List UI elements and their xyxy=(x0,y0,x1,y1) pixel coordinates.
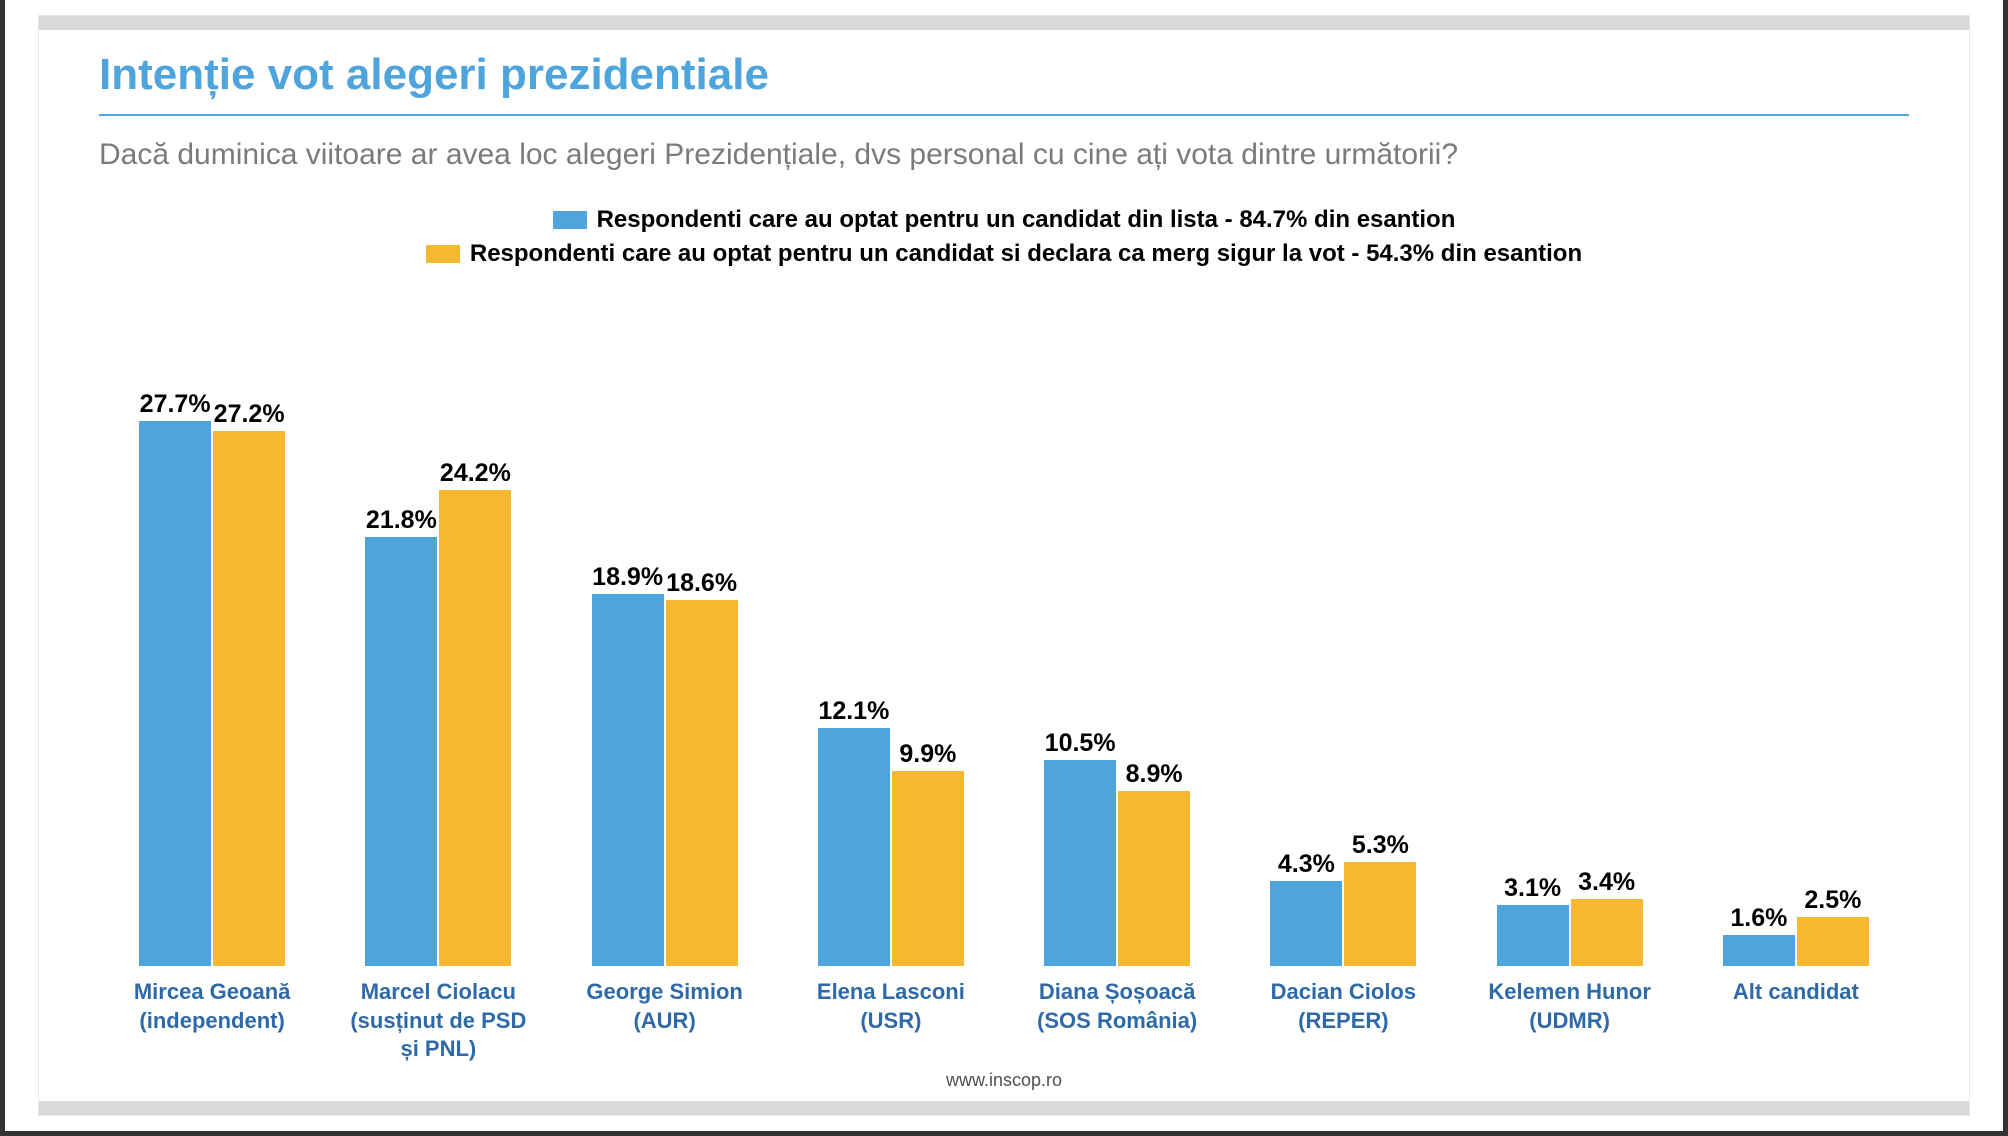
page-frame: Intenție vot alegeri prezidentiale Dacă … xyxy=(0,0,2008,1136)
legend-label-1: Respondenti care au optat pentru un cand… xyxy=(597,206,1456,234)
bar-pair: 27.7%27.2% xyxy=(139,390,285,966)
bar-value-label: 24.2% xyxy=(440,459,511,488)
x-axis-label: Elena Lasconi(USR) xyxy=(817,978,965,1066)
bar xyxy=(592,594,664,966)
x-axis-label: Diana Șoșoacă(SOS România) xyxy=(1037,978,1197,1066)
bar xyxy=(213,431,285,966)
bar xyxy=(1044,760,1116,967)
bar-wrap: 9.9% xyxy=(892,740,964,966)
x-axis-label: Kelemen Hunor(UDMR) xyxy=(1488,978,1651,1066)
footer-url: www.inscop.ro xyxy=(99,1070,1909,1091)
bar xyxy=(439,490,511,966)
bar xyxy=(1344,862,1416,966)
bar-value-label: 10.5% xyxy=(1045,729,1116,758)
chart-title: Intenție vot alegeri prezidentiale xyxy=(99,50,1909,100)
legend-swatch-1 xyxy=(553,211,587,229)
bar-group: 27.7%27.2% Mircea Geoană(independent) xyxy=(99,390,325,1066)
x-axis-label: Marcel Ciolacu(susținut de PSDși PNL) xyxy=(350,978,526,1066)
bar-value-label: 9.9% xyxy=(899,740,956,769)
x-axis-label: Alt candidat xyxy=(1733,978,1859,1066)
bar xyxy=(365,537,437,966)
x-axis-label: George Simion(AUR) xyxy=(586,978,742,1066)
bar xyxy=(1497,905,1569,966)
bar-value-label: 27.2% xyxy=(214,400,285,429)
bar-wrap: 3.1% xyxy=(1497,874,1569,966)
bar-pair: 21.8%24.2% xyxy=(365,459,511,966)
bar xyxy=(892,771,964,966)
bar-pair: 3.1% 3.4% xyxy=(1497,868,1643,966)
bar-wrap: 24.2% xyxy=(439,459,511,966)
bar-wrap: 1.6% xyxy=(1723,904,1795,966)
bar-group: 18.9%18.6% George Simion(AUR) xyxy=(552,563,778,1066)
slide-panel: Intenție vot alegeri prezidentiale Dacă … xyxy=(39,16,1969,1115)
bar xyxy=(818,728,890,966)
bar-value-label: 27.7% xyxy=(140,390,211,419)
x-axis-label: Dacian Ciolos(REPER) xyxy=(1271,978,1416,1066)
legend-label-2: Respondenti care au optat pentru un cand… xyxy=(470,240,1582,268)
bar xyxy=(1118,791,1190,966)
bar-wrap: 12.1% xyxy=(818,697,890,966)
bar-wrap: 8.9% xyxy=(1118,760,1190,966)
bar-group: 3.1% 3.4% Kelemen Hunor(UDMR) xyxy=(1457,868,1683,1066)
bar-value-label: 12.1% xyxy=(818,697,889,726)
bar-pair: 12.1% 9.9% xyxy=(818,697,964,966)
bar xyxy=(1571,899,1643,966)
bar xyxy=(139,421,211,966)
bar-pair: 18.9%18.6% xyxy=(592,563,738,966)
bar-pair: 10.5% 8.9% xyxy=(1044,729,1190,967)
bar-wrap: 27.2% xyxy=(213,400,285,966)
bars-row: 27.7%27.2% Mircea Geoană(independent) 21.8… xyxy=(99,390,1909,1066)
bar xyxy=(666,600,738,966)
bar-wrap: 27.7% xyxy=(139,390,211,966)
bar-wrap: 4.3% xyxy=(1270,850,1342,966)
bar-value-label: 2.5% xyxy=(1804,886,1861,915)
bar-group: 1.6% 2.5% Alt candidat xyxy=(1683,886,1909,1066)
bar xyxy=(1797,917,1869,966)
bar-value-label: 18.6% xyxy=(666,569,737,598)
bar-wrap: 10.5% xyxy=(1044,729,1116,967)
legend-item: Respondenti care au optat pentru un cand… xyxy=(553,206,1456,234)
bar-value-label: 8.9% xyxy=(1126,760,1183,789)
bar xyxy=(1723,935,1795,966)
bar-value-label: 1.6% xyxy=(1730,904,1787,933)
bar-group: 10.5% 8.9% Diana Șoșoacă(SOS România) xyxy=(1004,729,1230,1067)
bar-value-label: 3.1% xyxy=(1504,874,1561,903)
legend-item: Respondenti care au optat pentru un cand… xyxy=(426,240,1582,268)
bar-pair: 4.3% 5.3% xyxy=(1270,831,1416,966)
bar-value-label: 21.8% xyxy=(366,506,437,535)
bar-wrap: 2.5% xyxy=(1797,886,1869,966)
bar-wrap: 18.6% xyxy=(666,569,738,966)
chart-legend: Respondenti care au optat pentru un cand… xyxy=(99,206,1909,268)
bar-group: 4.3% 5.3% Dacian Ciolos(REPER) xyxy=(1230,831,1456,1066)
bar-value-label: 3.4% xyxy=(1578,868,1635,897)
bar-wrap: 18.9% xyxy=(592,563,664,966)
title-divider xyxy=(99,114,1909,116)
legend-swatch-2 xyxy=(426,245,460,263)
bar-group: 12.1% 9.9% Elena Lasconi(USR) xyxy=(778,697,1004,1066)
bar-group: 21.8%24.2% Marcel Ciolacu(susținut de PSD… xyxy=(325,459,551,1066)
bar-wrap: 5.3% xyxy=(1344,831,1416,966)
bar xyxy=(1270,881,1342,966)
bar-wrap: 3.4% xyxy=(1571,868,1643,966)
bar-pair: 1.6% 2.5% xyxy=(1723,886,1869,966)
chart-plot-area: 27.7%27.2% Mircea Geoană(independent) 21.8… xyxy=(99,276,1909,1066)
bar-value-label: 5.3% xyxy=(1352,831,1409,860)
chart-subtitle: Dacă duminica viitoare ar avea loc alege… xyxy=(99,138,1909,172)
bar-wrap: 21.8% xyxy=(365,506,437,966)
bar-value-label: 18.9% xyxy=(592,563,663,592)
bar-value-label: 4.3% xyxy=(1278,850,1335,879)
x-axis-label: Mircea Geoană(independent) xyxy=(134,978,291,1066)
